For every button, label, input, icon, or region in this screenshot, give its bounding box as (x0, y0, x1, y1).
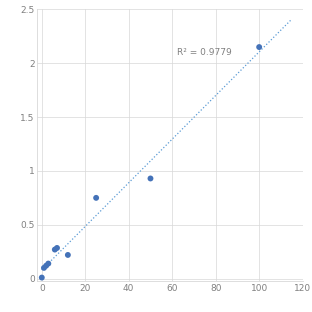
Point (52, 247, 57, 252)
Point (94, 195, 99, 200)
Point (39, 275, 44, 280)
Point (257, 45, 262, 50)
Point (55, 246, 60, 251)
Point (46, 261, 51, 266)
Point (66, 252, 71, 257)
Point (148, 176, 153, 181)
Point (44, 263, 49, 268)
Text: R² = 0.9779: R² = 0.9779 (177, 48, 231, 57)
Point (41, 266, 46, 271)
